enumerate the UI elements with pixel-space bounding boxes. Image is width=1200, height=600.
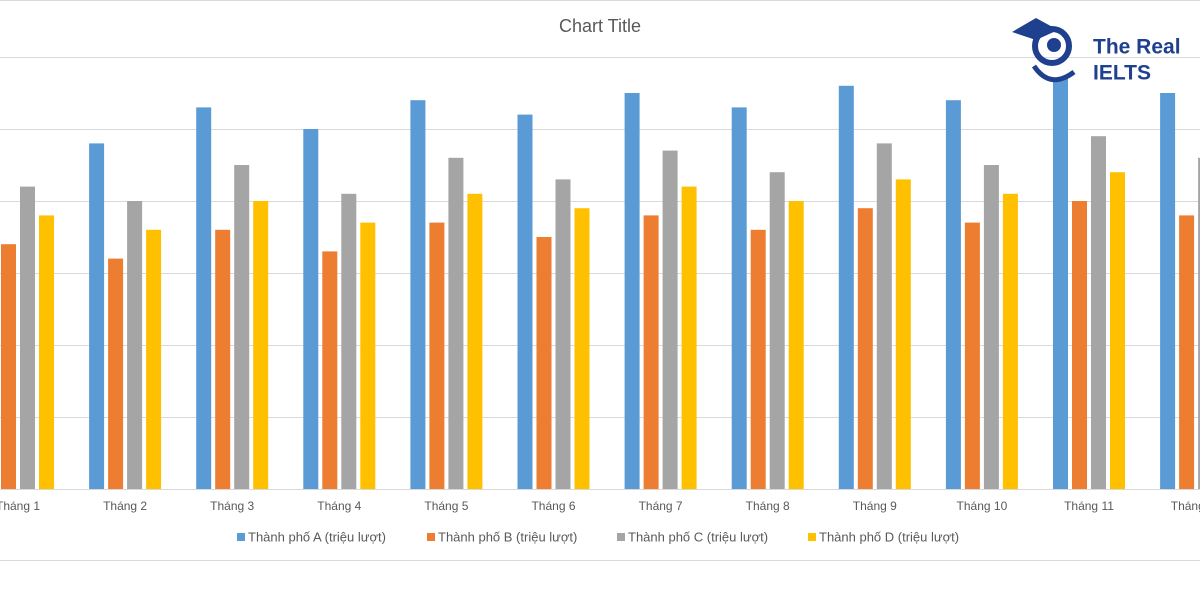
legend-label: Thành phố D (triệu lượt) [819, 529, 959, 544]
bar [215, 229, 231, 490]
bar [769, 172, 785, 489]
x-tick-label: Tháng 4 [317, 499, 361, 513]
bar [253, 201, 269, 489]
x-tick-label: Tháng 1 [0, 499, 40, 513]
bar [1179, 215, 1195, 489]
bar [322, 251, 338, 489]
bar [1053, 78, 1068, 489]
bar [1002, 193, 1018, 490]
bar [788, 201, 804, 489]
x-tick-label: Tháng 3 [210, 499, 254, 513]
bar [681, 186, 697, 489]
logo-text: The Real [1093, 36, 1181, 59]
bar [341, 193, 357, 490]
logo-icon [1012, 18, 1058, 40]
chart-title: Chart Title [559, 16, 641, 36]
bar [1198, 157, 1200, 490]
legend-label: Thành phố C (triệu lượt) [628, 529, 768, 544]
bar [303, 129, 319, 489]
x-tick-label: Tháng 5 [424, 499, 468, 513]
bar [945, 100, 961, 489]
bar [731, 107, 747, 490]
bar [429, 222, 445, 489]
bar [108, 258, 124, 489]
bar [360, 222, 376, 489]
bar [876, 143, 892, 489]
bar [517, 114, 533, 489]
x-tick-label: Tháng 9 [853, 499, 897, 513]
x-tick-label: Tháng 12 [1171, 499, 1200, 513]
bar [895, 179, 911, 489]
bar [1160, 93, 1176, 489]
legend-swatch [237, 533, 245, 541]
bar [196, 107, 212, 490]
legend-swatch [427, 533, 435, 541]
x-tick-label: Tháng 10 [957, 499, 1008, 513]
x-tick-label: Tháng 8 [746, 499, 790, 513]
logo-icon [1031, 64, 1076, 83]
bar [643, 215, 659, 489]
bar [448, 157, 464, 490]
bar [146, 229, 162, 490]
bar [1110, 172, 1125, 489]
bar [750, 229, 766, 490]
x-tick-label: Tháng 11 [1064, 499, 1114, 513]
logo-icon [1047, 38, 1061, 52]
bar [624, 93, 640, 489]
bar [89, 143, 105, 489]
bar [536, 237, 552, 489]
legend-label: Thành phố B (triệu lượt) [438, 529, 577, 544]
bar [234, 165, 250, 489]
x-tick-label: Tháng 7 [639, 499, 683, 513]
bar [964, 222, 980, 489]
logo: The Real IELTS [1012, 18, 1181, 85]
bar [555, 179, 571, 489]
bar [20, 186, 35, 489]
logo-text: IELTS [1093, 62, 1151, 85]
legend-label: Thành phố A (triệu lượt) [248, 529, 386, 544]
bar [983, 165, 999, 489]
x-tick-label: Tháng 6 [531, 499, 575, 513]
bar [39, 215, 54, 489]
bar [1091, 136, 1106, 489]
bar [838, 85, 854, 490]
bar [662, 150, 678, 489]
bar [857, 208, 873, 489]
bar [410, 100, 426, 489]
bar [574, 208, 590, 489]
bar [467, 193, 483, 490]
bar [1, 244, 16, 489]
x-tick-label: Tháng 2 [103, 499, 147, 513]
bar [127, 201, 143, 489]
bar [1072, 201, 1087, 489]
legend-swatch [617, 533, 625, 541]
legend-swatch [808, 533, 816, 541]
